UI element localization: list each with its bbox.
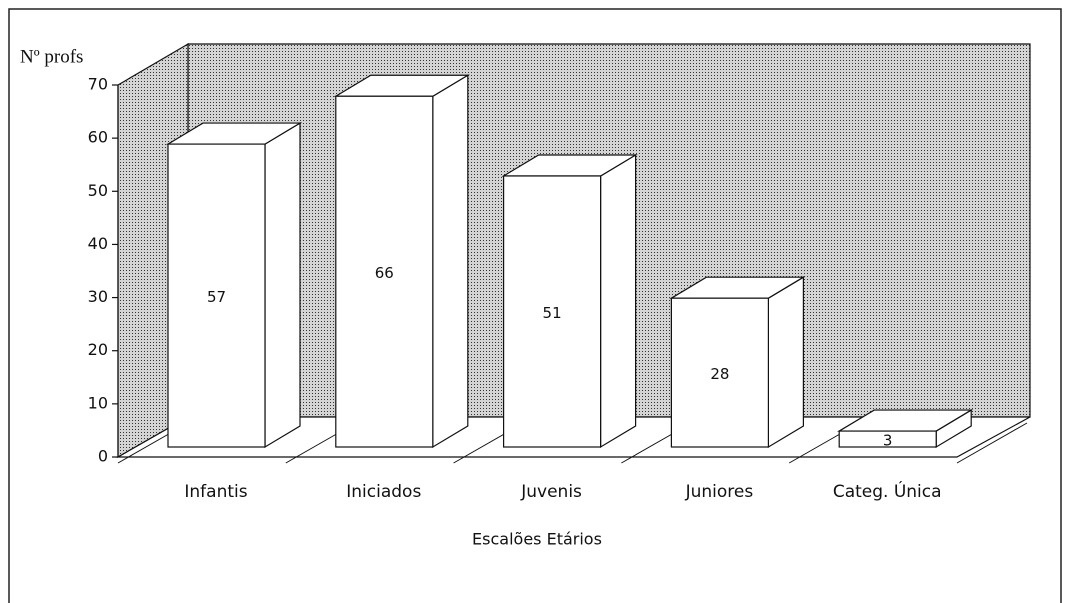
bar (837, 408, 974, 449)
x-tick (956, 422, 1028, 464)
x-tick-label: Iniciados (346, 482, 421, 502)
bar (669, 276, 806, 449)
bar (333, 74, 470, 449)
x-tick-label: Infantis (184, 482, 247, 502)
value-label: 57 (207, 288, 226, 306)
bar-front (335, 95, 434, 448)
y-axis-label: Nº profs (20, 46, 83, 67)
bar-side (767, 276, 805, 449)
y-tick-label: 30 (88, 287, 108, 306)
bar-side (432, 74, 469, 449)
y-tick-label: 50 (88, 181, 108, 200)
frame (8, 8, 1062, 603)
x-tick-label: Juniores (685, 482, 754, 502)
y-tick-label: 60 (88, 128, 108, 147)
x-tick-label: Juvenis (520, 482, 582, 502)
value-label: 28 (710, 365, 729, 383)
bar-side (264, 122, 301, 449)
value-label: 66 (375, 264, 394, 282)
bar-front (503, 175, 602, 448)
bar-front (167, 143, 266, 448)
x-axis-label: Escalões Etários (472, 530, 602, 549)
bar-side (599, 153, 637, 449)
bar (501, 153, 638, 449)
bar-front (670, 297, 770, 448)
y-tick-label: 10 (88, 393, 108, 412)
y-tick-label: 0 (98, 447, 108, 466)
bar-front (838, 430, 937, 448)
value-label: 51 (543, 304, 562, 322)
y-tick-label: 70 (88, 75, 108, 94)
bar (165, 122, 303, 449)
y-tick-label: 40 (88, 234, 108, 253)
x-tick-label: Categ. Única (833, 480, 942, 502)
value-label: 3 (883, 432, 893, 450)
y-tick-label: 20 (88, 340, 108, 359)
